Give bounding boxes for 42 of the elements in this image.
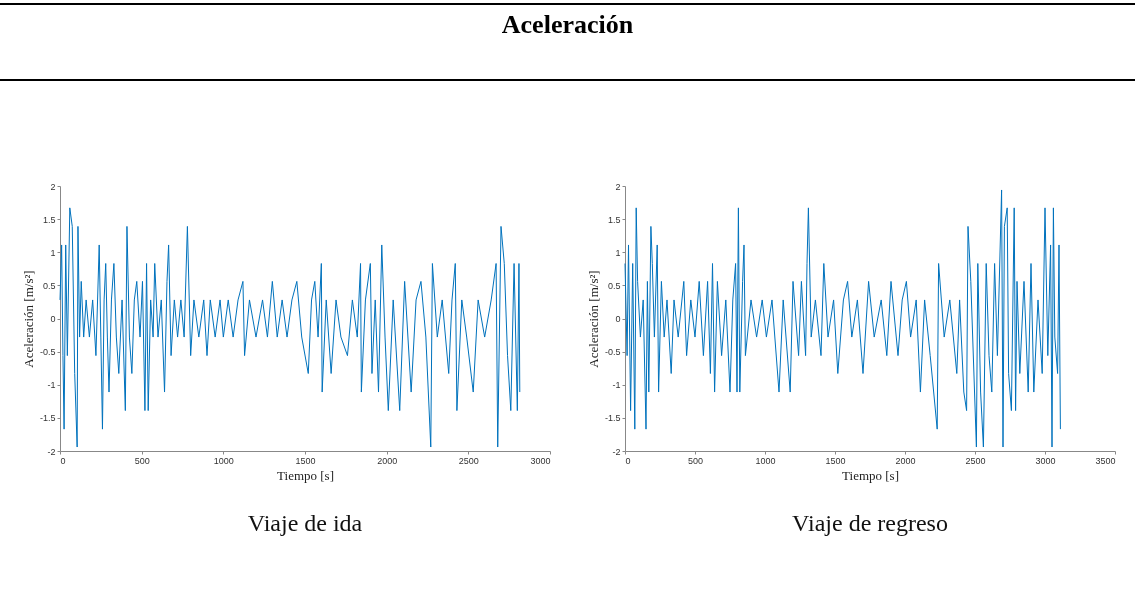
x-tick-label: 3500 bbox=[1095, 455, 1116, 466]
x-tick-label: 500 bbox=[687, 455, 704, 466]
x-tick-label: 1500 bbox=[825, 455, 846, 466]
y-tick-label: 2 bbox=[615, 181, 621, 192]
x-tick-label: 2500 bbox=[965, 455, 986, 466]
y-tick-label: 1 bbox=[50, 247, 56, 258]
x-tick-label: 2500 bbox=[458, 455, 479, 466]
x-axis-title: Tiempo [s] bbox=[842, 467, 899, 483]
y-tick-label: -0.5 bbox=[39, 347, 56, 358]
y-tick-label: -1.5 bbox=[39, 413, 56, 424]
x-tick-label: 2000 bbox=[377, 455, 398, 466]
y-tick-label: 0.5 bbox=[607, 280, 621, 291]
y-axis-title: Aceleración [m/s²] bbox=[20, 270, 36, 368]
y-tick-label: -1 bbox=[47, 380, 56, 391]
x-tick-label: 3000 bbox=[530, 455, 551, 466]
text: Viaje de regreso bbox=[792, 510, 948, 536]
text: Viaje de ida bbox=[247, 510, 363, 536]
y-tick-label: 1.5 bbox=[607, 214, 621, 225]
y-tick-label: 0 bbox=[615, 314, 621, 324]
x-axis-title: Tiempo [s] bbox=[277, 467, 334, 483]
x-tick-label: 0 bbox=[625, 455, 631, 466]
x-tick-label: 3000 bbox=[1035, 455, 1056, 466]
y-tick-label: -2 bbox=[612, 446, 621, 457]
x-tick-label: 1000 bbox=[213, 455, 234, 466]
x-tick-label: 0 bbox=[60, 455, 66, 466]
y-tick-label: 1.5 bbox=[42, 214, 56, 225]
y-tick-label: 0 bbox=[50, 314, 56, 324]
x-tick-label: 500 bbox=[134, 455, 150, 466]
y-tick-label: 0.5 bbox=[42, 280, 56, 291]
y-axis-title: Aceleración [m/s²] bbox=[585, 270, 601, 368]
y-tick-label: -2 bbox=[47, 446, 56, 457]
y-tick-label: -0.5 bbox=[604, 347, 621, 358]
y-tick-label: -1 bbox=[612, 380, 621, 391]
y-tick-label: 2 bbox=[50, 181, 56, 192]
x-tick-label: 1000 bbox=[755, 455, 776, 466]
line-series bbox=[624, 189, 1061, 448]
y-tick-label: -1.5 bbox=[604, 413, 621, 424]
x-tick-label: 2000 bbox=[895, 455, 916, 466]
x-tick-label: 1500 bbox=[295, 455, 316, 466]
line-series bbox=[59, 207, 521, 448]
chart-title: Aceleración bbox=[500, 10, 635, 40]
y-tick-label: 1 bbox=[615, 247, 621, 258]
